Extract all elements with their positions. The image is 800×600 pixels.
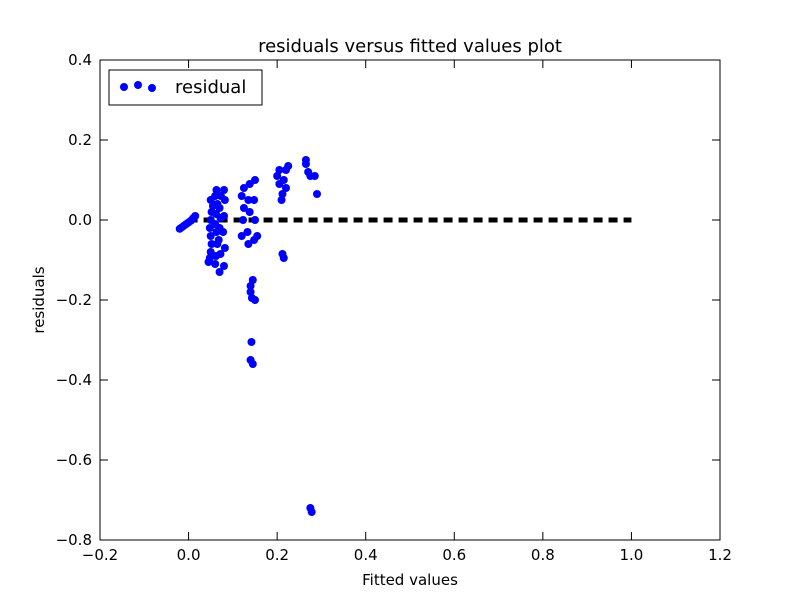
residual-point	[216, 250, 225, 258]
x-tick-label: 1.0	[619, 546, 643, 564]
legend-label-residual: residual	[175, 77, 246, 98]
legend-box	[108, 69, 263, 106]
residual-point	[212, 186, 221, 194]
residual-point	[239, 184, 248, 192]
legend-marker-dot	[120, 83, 128, 91]
residual-point	[219, 228, 228, 236]
residual-point	[277, 196, 286, 204]
residual-point	[313, 190, 321, 198]
residual-point	[214, 236, 223, 244]
residual-point	[248, 276, 257, 284]
y-tick-label: −0.8	[56, 531, 92, 549]
residual-point	[237, 192, 246, 200]
residual-point	[244, 240, 253, 248]
x-axis-label: Fitted values	[362, 571, 458, 589]
chart-title: residuals versus fitted values plot	[258, 36, 562, 57]
residual-point	[220, 212, 228, 220]
residual-point	[191, 212, 200, 220]
residual-point	[243, 228, 252, 236]
plot-background	[100, 60, 720, 540]
residual-point	[279, 176, 288, 184]
y-tick-label: 0.0	[68, 211, 92, 229]
residual-point	[248, 360, 257, 368]
y-tick-label: −0.2	[56, 291, 92, 309]
residual-point	[307, 508, 316, 516]
y-axis: −0.8 −0.6 −0.4 −0.2 0.0 0.2 0.4	[56, 51, 720, 549]
residual-point	[220, 186, 228, 194]
y-tick-label: 0.2	[68, 131, 92, 149]
residual-point	[211, 192, 220, 200]
residual-point	[301, 160, 310, 168]
residual-point	[251, 296, 259, 304]
residual-point	[282, 184, 290, 192]
residual-point	[215, 268, 224, 276]
legend-marker-dot	[134, 81, 142, 89]
residual-point	[244, 196, 253, 204]
residual-point	[251, 216, 259, 224]
x-tick-label: 0.0	[177, 546, 201, 564]
residual-point	[278, 190, 287, 198]
legend-marker-dot	[148, 84, 156, 92]
residual-point	[237, 232, 246, 240]
x-tick-label: 0.2	[265, 546, 289, 564]
residual-point	[246, 288, 255, 296]
residual-point	[246, 282, 255, 290]
scatter-points	[175, 156, 321, 516]
residual-point	[239, 204, 248, 212]
y-tick-label: 0.4	[68, 51, 92, 69]
residual-point	[206, 232, 215, 240]
x-tick-label: 0.4	[354, 546, 378, 564]
residual-point	[250, 196, 259, 204]
residual-point	[253, 232, 262, 240]
residual-point	[220, 196, 229, 204]
residual-point	[207, 240, 216, 248]
y-tick-label: −0.4	[56, 371, 92, 389]
residual-point	[205, 254, 214, 262]
residual-point	[239, 216, 248, 224]
y-axis-label: residuals	[30, 266, 48, 333]
x-tick-label: 1.2	[708, 546, 732, 564]
residual-point	[247, 338, 256, 346]
x-axis: −0.2 0.0 0.2 0.4 0.6 0.8 1.0 1.2	[82, 60, 732, 564]
legend: residual	[108, 69, 263, 106]
residual-point	[279, 254, 288, 262]
residual-point	[310, 172, 319, 180]
residual-point	[220, 262, 228, 270]
x-tick-label: −0.2	[82, 546, 118, 564]
x-tick-label: 0.6	[442, 546, 466, 564]
residual-point	[275, 166, 284, 174]
plot-frame	[99, 59, 721, 541]
residual-point	[220, 244, 229, 252]
residual-point	[284, 162, 293, 170]
residual-point	[215, 204, 224, 212]
residual-point	[211, 260, 220, 268]
residual-point	[273, 172, 282, 180]
y-tick-label: −0.6	[56, 451, 92, 469]
residual-point	[245, 208, 254, 216]
residual-point	[251, 176, 259, 184]
x-tick-label: 0.8	[531, 546, 555, 564]
